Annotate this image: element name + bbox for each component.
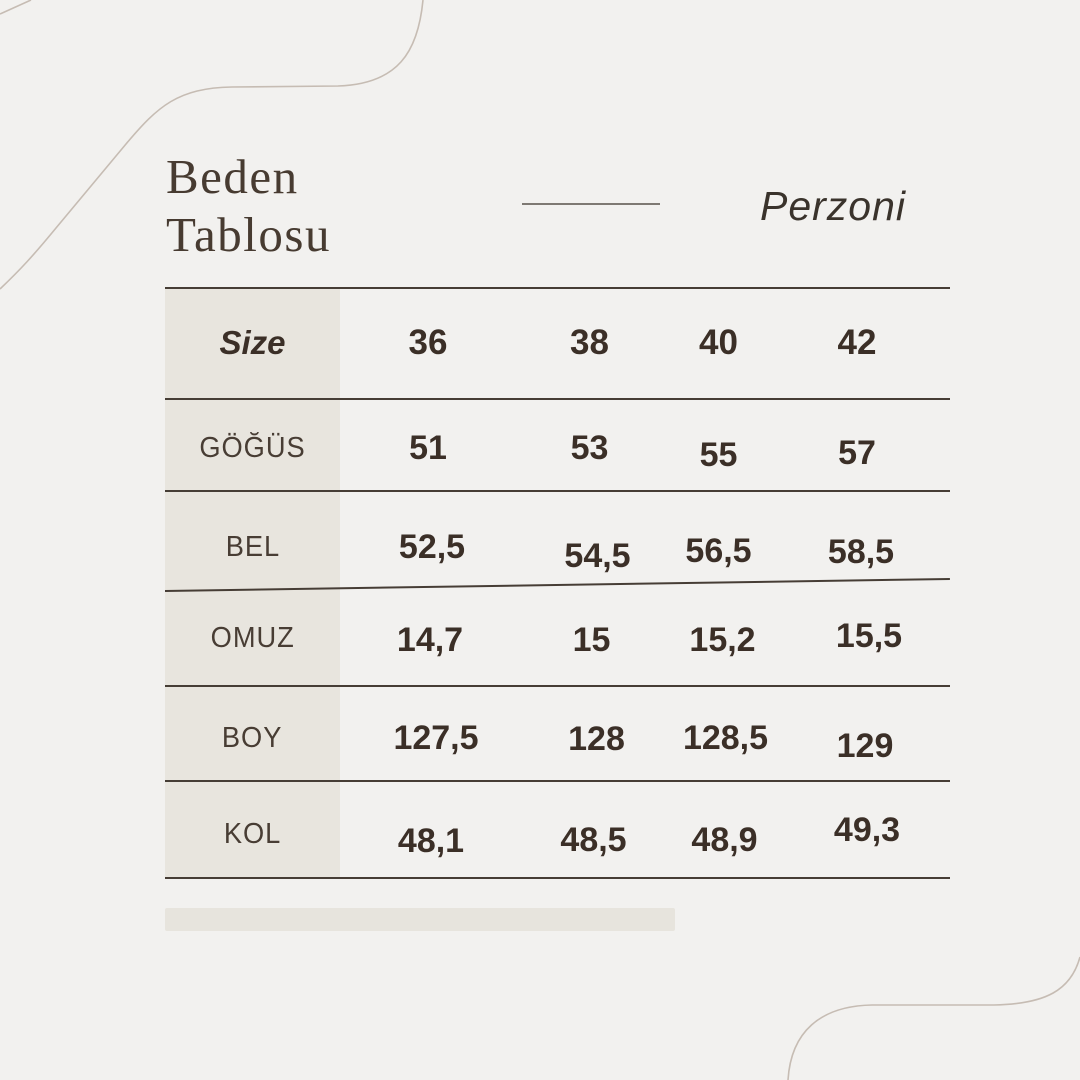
row-label: BOY	[222, 721, 283, 754]
value-cell: 14,7	[342, 595, 518, 685]
header-divider-line	[522, 203, 660, 205]
value-cell: 128,5	[660, 693, 791, 783]
table-top-line	[165, 287, 950, 289]
row-label-cell: BOY	[165, 693, 340, 783]
row-label-cell: BEL	[165, 502, 340, 592]
bottom-accent-bar	[165, 908, 675, 931]
row-label-cell: KOL	[165, 789, 340, 879]
value-cell: 15	[521, 595, 662, 685]
label-column-background	[165, 288, 340, 878]
value-cell: 54,5	[527, 511, 668, 601]
measurement-value: 53	[570, 428, 609, 467]
measurement-value: 15,5	[835, 616, 903, 655]
value-cell: 51	[340, 404, 516, 492]
row-label: KOL	[223, 817, 282, 850]
size-header: 38	[570, 322, 609, 362]
measurement-value: 14,7	[396, 620, 464, 659]
size-header: 40	[699, 322, 738, 362]
measurement-value: 15,2	[689, 620, 756, 659]
table-bottom-line	[165, 877, 950, 879]
measurement-value: 55	[699, 435, 738, 474]
row-separator-line	[165, 685, 950, 687]
value-cell: 127,5	[348, 693, 524, 783]
measurement-value: 54,5	[564, 536, 631, 575]
table-row-gogus: GÖĞÜS 51 53 55 57	[165, 404, 950, 492]
size-header: 36	[408, 322, 448, 362]
measurement-value: 57	[838, 433, 876, 472]
header-corner-cell: Size	[165, 287, 340, 398]
size-header-cell: 36	[340, 287, 516, 398]
size-header-cell: 42	[776, 287, 938, 398]
value-cell: 15,5	[788, 591, 950, 681]
value-cell: 55	[653, 411, 784, 499]
value-cell: 128	[526, 694, 667, 784]
measurement-value: 129	[836, 726, 894, 765]
measurement-value: 128	[568, 719, 625, 758]
title-line-2: Tablosu	[166, 207, 331, 262]
decorative-corner-tick	[0, 0, 32, 15]
table-row-omuz: OMUZ 14,7 15 15,2 15,5	[165, 593, 950, 683]
brand-name: Perzoni	[760, 183, 907, 229]
size-header: 42	[837, 322, 877, 362]
measurement-value: 127,5	[393, 718, 479, 757]
measurement-value: 48,1	[397, 821, 465, 860]
size-header-cell: 40	[653, 287, 784, 398]
value-cell: 129	[784, 701, 946, 791]
measurement-value: 15	[572, 620, 611, 659]
table-row-bel: BEL 52,5 54,5 56,5 58,5	[165, 502, 950, 592]
value-cell: 48,5	[523, 795, 664, 885]
decorative-curve-bottom-right	[787, 956, 1080, 1080]
value-cell: 48,9	[659, 795, 790, 885]
page-title: Beden Tablosu	[166, 148, 331, 264]
table-row-boy: BOY 127,5 128 128,5 129	[165, 693, 950, 783]
table-header-row: Size 36 38 40 42	[165, 287, 950, 398]
value-cell: 53	[519, 404, 660, 492]
measurement-value: 49,3	[833, 810, 901, 849]
measurement-value: 58,5	[827, 532, 895, 571]
size-table: Size 36 38 40 42 GÖĞÜS 51 53	[164, 287, 950, 879]
value-cell: 56,5	[653, 506, 784, 596]
row-label-cell: OMUZ	[165, 593, 340, 683]
row-label-cell: GÖĞÜS	[165, 404, 340, 492]
table-row-kol: KOL 48,1 48,5 48,9 49,3	[165, 793, 950, 883]
measurement-value: 48,9	[691, 820, 758, 859]
measurement-value: 48,5	[560, 820, 627, 859]
row-separator-line	[165, 490, 950, 492]
value-cell: 52,5	[344, 502, 520, 592]
value-cell: 48,1	[343, 796, 519, 886]
row-label: OMUZ	[210, 621, 295, 654]
value-cell: 58,5	[780, 507, 942, 597]
row-separator-line	[165, 780, 950, 782]
value-cell: 49,3	[786, 785, 948, 875]
measurement-value: 128,5	[682, 718, 769, 757]
measurement-value: 52,5	[398, 527, 466, 566]
title-line-1: Beden	[166, 149, 299, 204]
row-label: BEL	[225, 530, 280, 563]
size-header-cell: 38	[519, 287, 660, 398]
header-corner-label: Size	[219, 323, 286, 361]
measurement-value: 56,5	[685, 531, 752, 570]
value-cell: 57	[776, 409, 938, 497]
value-cell: 15,2	[657, 595, 788, 685]
measurement-value: 51	[409, 428, 447, 467]
row-label: GÖĞÜS	[199, 431, 306, 464]
row-separator-line	[165, 398, 950, 400]
